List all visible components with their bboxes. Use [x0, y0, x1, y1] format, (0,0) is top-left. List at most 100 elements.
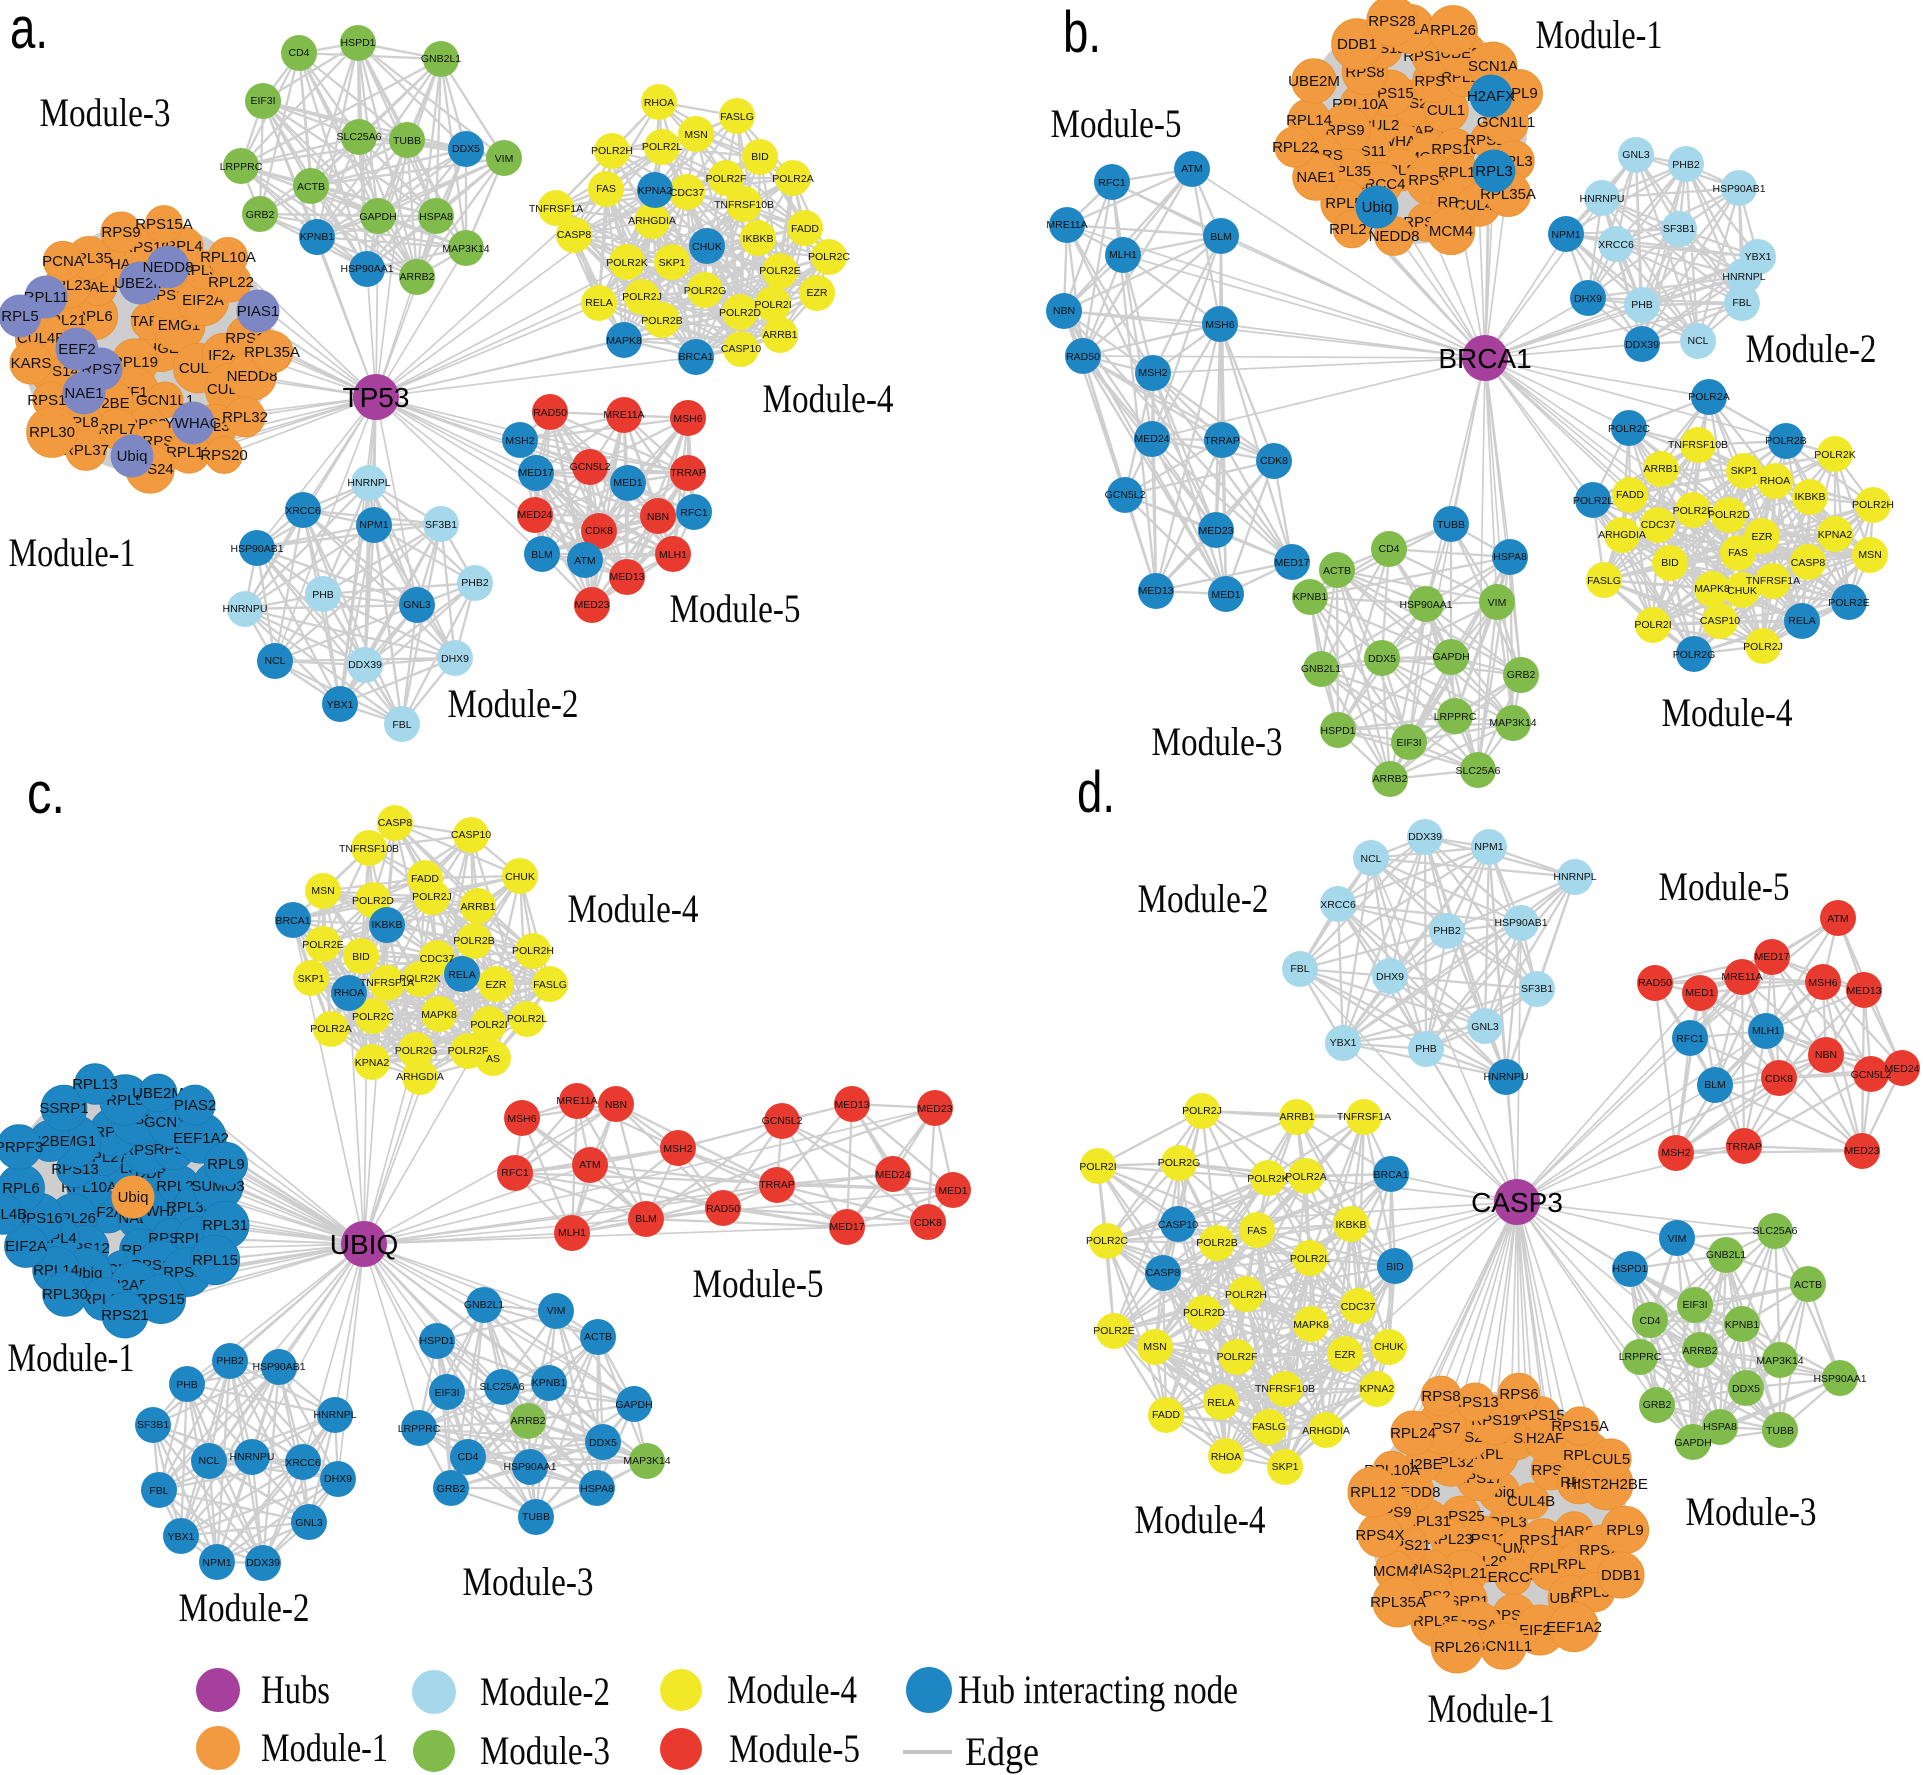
svg-text:EZR: EZR [1335, 1349, 1356, 1361]
svg-text:POLR2A: POLR2A [310, 1023, 351, 1035]
svg-text:GAPDH: GAPDH [615, 1399, 652, 1411]
svg-text:MED23: MED23 [917, 1103, 952, 1115]
svg-text:FASLG: FASLG [1252, 1421, 1286, 1433]
svg-text:POLR2I: POLR2I [1079, 1161, 1116, 1173]
svg-text:NCL: NCL [198, 1455, 219, 1467]
svg-text:KPNB1: KPNB1 [532, 1377, 567, 1389]
svg-text:RAD50: RAD50 [1066, 351, 1100, 363]
svg-text:TUBB: TUBB [1766, 1425, 1794, 1437]
svg-text:RPS9: RPS9 [101, 224, 140, 241]
svg-text:MSH6: MSH6 [1205, 319, 1234, 331]
svg-text:RPL27: RPL27 [1329, 221, 1375, 238]
svg-text:TP53: TP53 [343, 382, 410, 413]
svg-text:BLM: BLM [1210, 231, 1232, 243]
svg-text:EZR: EZR [1752, 531, 1773, 543]
svg-text:PIAS1: PIAS1 [237, 303, 280, 320]
svg-text:NAE1: NAE1 [1296, 169, 1335, 186]
svg-text:FBL: FBL [1290, 963, 1309, 975]
svg-text:Module-5: Module-5 [729, 1726, 860, 1771]
svg-text:MED17: MED17 [1274, 557, 1309, 569]
svg-text:DHX9: DHX9 [324, 1473, 352, 1485]
svg-text:FADD: FADD [1616, 489, 1644, 501]
svg-text:TRRAP: TRRAP [670, 467, 706, 479]
svg-text:DDX5: DDX5 [452, 143, 480, 155]
svg-text:POLR2E: POLR2E [759, 265, 800, 277]
svg-text:d.: d. [1077, 760, 1115, 825]
svg-text:CASP10: CASP10 [721, 343, 761, 355]
svg-text:TRRAP: TRRAP [1726, 1141, 1762, 1153]
svg-text:HNRNPL: HNRNPL [1722, 271, 1765, 283]
svg-text:DDX5: DDX5 [1368, 653, 1396, 665]
svg-text:POLR2B: POLR2B [641, 315, 682, 327]
svg-text:YBX1: YBX1 [327, 699, 354, 711]
svg-text:ACTB: ACTB [1794, 1279, 1822, 1291]
svg-text:MSH6: MSH6 [673, 413, 702, 425]
svg-text:MED13: MED13 [1138, 585, 1173, 597]
svg-text:TNFRSF10B: TNFRSF10B [714, 199, 774, 211]
svg-text:RPL5: RPL5 [106, 1092, 144, 1109]
svg-text:RPL22: RPL22 [1272, 139, 1318, 156]
svg-text:XRCC6: XRCC6 [285, 505, 321, 517]
svg-text:DDX5: DDX5 [1732, 1383, 1760, 1395]
svg-text:TNFRSF10B: TNFRSF10B [1255, 1383, 1315, 1395]
svg-text:RPL26: RPL26 [1430, 22, 1476, 39]
svg-text:IKBKB: IKBKB [372, 919, 403, 931]
svg-text:GCN1L1: GCN1L1 [1477, 114, 1535, 131]
svg-text:RPL15: RPL15 [1438, 164, 1484, 181]
svg-text:BID: BID [352, 951, 370, 963]
svg-text:RPS21: RPS21 [101, 1307, 149, 1324]
svg-text:POLR2F: POLR2F [448, 1045, 489, 1057]
svg-text:MAP3K14: MAP3K14 [442, 243, 489, 255]
svg-text:MSN: MSN [1143, 1341, 1166, 1353]
svg-text:GNB2L1: GNB2L1 [464, 1299, 504, 1311]
svg-text:NEDD8: NEDD8 [143, 259, 194, 276]
svg-text:c.: c. [27, 761, 65, 826]
svg-text:POLR2E: POLR2E [1828, 597, 1869, 609]
svg-text:MLH1: MLH1 [1109, 249, 1137, 261]
svg-text:POLR2I: POLR2I [470, 1019, 507, 1031]
svg-text:POLR2D: POLR2D [352, 895, 394, 907]
svg-text:PHB: PHB [1631, 299, 1653, 311]
svg-text:RPS15A: RPS15A [135, 216, 193, 233]
svg-text:Module-3: Module-3 [1152, 719, 1283, 764]
svg-text:BID: BID [1386, 1261, 1404, 1273]
svg-text:CASP10: CASP10 [451, 829, 491, 841]
svg-text:ARRB2: ARRB2 [1372, 773, 1407, 785]
svg-text:HNRNPU: HNRNPU [1580, 193, 1625, 205]
svg-text:Module-5: Module-5 [1659, 864, 1790, 909]
svg-text:PHB2: PHB2 [1433, 925, 1461, 937]
svg-text:FASLG: FASLG [1587, 575, 1621, 587]
svg-text:POLR2J: POLR2J [412, 891, 452, 903]
svg-text:XRCC6: XRCC6 [1320, 899, 1356, 911]
svg-text:MSH6: MSH6 [507, 1113, 536, 1125]
svg-text:RFC1: RFC1 [680, 507, 708, 519]
svg-text:GAPDH: GAPDH [1674, 1437, 1711, 1449]
svg-text:DDB1: DDB1 [1337, 36, 1377, 53]
svg-text:TRRAP: TRRAP [1204, 435, 1240, 447]
svg-text:RPS16: RPS16 [15, 1210, 63, 1227]
svg-text:AS: AS [486, 1053, 500, 1065]
svg-text:ARRB1: ARRB1 [1643, 463, 1678, 475]
svg-text:POLR2A: POLR2A [1688, 391, 1729, 403]
svg-text:MSN: MSN [311, 885, 334, 897]
svg-text:Module-4: Module-4 [727, 1667, 857, 1712]
svg-text:HSP90AB1: HSP90AB1 [230, 543, 283, 555]
svg-text:RPL13: RPL13 [72, 1076, 118, 1093]
svg-text:LRPPRC: LRPPRC [1619, 1351, 1662, 1363]
svg-text:CDK8: CDK8 [1765, 1073, 1793, 1085]
svg-text:POLR2B: POLR2B [1765, 435, 1806, 447]
svg-text:CDC37: CDC37 [1641, 519, 1676, 531]
svg-text:MSH2: MSH2 [1138, 367, 1167, 379]
svg-text:RPL30: RPL30 [42, 1286, 88, 1303]
svg-text:MED13: MED13 [834, 1099, 869, 1111]
svg-text:RPL14: RPL14 [1286, 112, 1332, 129]
svg-text:TNFRSF1A: TNFRSF1A [529, 203, 583, 215]
svg-text:ATM: ATM [579, 1159, 600, 1171]
svg-text:NPM1: NPM1 [202, 1557, 231, 1569]
svg-text:EEF2: EEF2 [58, 341, 96, 358]
svg-text:ATM: ATM [1827, 913, 1848, 925]
svg-text:CASP8: CASP8 [1791, 557, 1826, 569]
svg-text:UBIQ: UBIQ [330, 1229, 398, 1260]
svg-text:MLH1: MLH1 [558, 1227, 586, 1239]
svg-text:BID: BID [1661, 557, 1679, 569]
